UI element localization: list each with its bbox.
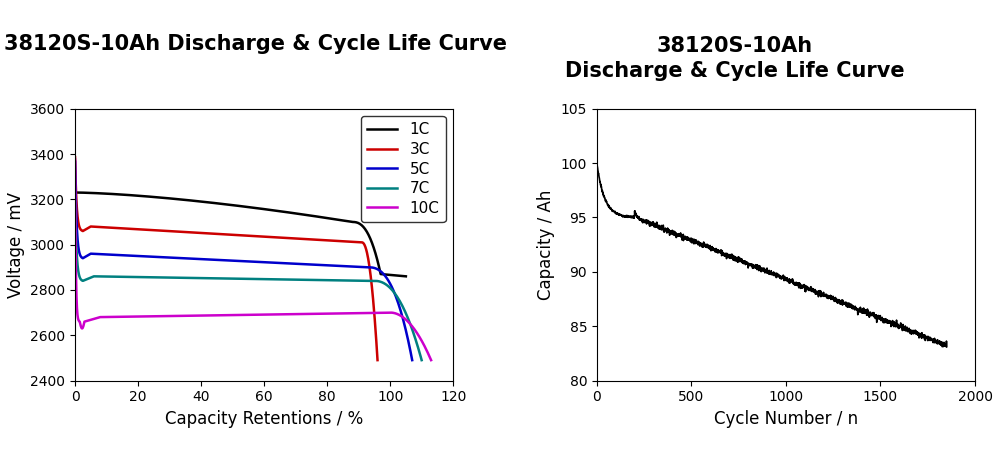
10C [69,156,81,161]
X-axis label: Capacity Retentions / %: Capacity Retentions / % [165,410,363,428]
10C [365,310,377,316]
Text: 38120S-10Ah
Discharge & Cycle Life Curve: 38120S-10Ah Discharge & Cycle Life Curve [565,36,905,81]
3C [147,227,159,233]
5C [268,260,280,265]
X-axis label: Cycle Number / n: Cycle Number / n [714,410,858,428]
1C [162,196,174,201]
1C [69,190,81,195]
10C [425,357,437,363]
3C [69,154,81,159]
3C [74,226,86,231]
7C [69,197,81,202]
5C [369,265,381,271]
Line: 7C: 7C [75,199,422,360]
5C [69,158,81,164]
1C [140,193,152,199]
10C [167,313,179,318]
5C [225,258,237,263]
3C [372,357,384,363]
Line: 10C: 10C [75,159,431,360]
7C [351,278,363,283]
3C [115,226,127,231]
10C [303,311,315,317]
5C [406,357,418,363]
7C [230,276,242,281]
Line: 1C: 1C [75,193,406,276]
Text: 38120S-10Ah Discharge & Cycle Life Curve: 38120S-10Ah Discharge & Cycle Life Curve [4,34,507,54]
7C [77,278,89,284]
Y-axis label: Capacity / Ah: Capacity / Ah [537,189,555,300]
7C [376,280,388,285]
1C [400,274,412,279]
10C [78,322,90,328]
Line: 5C: 5C [75,161,412,360]
3C [221,232,233,237]
3C [163,228,175,234]
Line: 3C: 3C [75,156,378,360]
1C [205,200,217,205]
3C [100,225,112,230]
1C [203,200,215,205]
10C [230,312,242,318]
5C [77,255,89,261]
Y-axis label: Voltage / mV: Voltage / mV [7,192,25,298]
1C [353,221,365,226]
10C [210,313,222,318]
7C [236,276,248,281]
5C [345,264,357,269]
5C [231,258,243,264]
1C [374,266,386,272]
7C [273,277,285,282]
Legend: 1C, 3C, 5C, 7C, 10C: 1C, 3C, 5C, 7C, 10C [361,116,446,222]
7C [416,357,428,363]
